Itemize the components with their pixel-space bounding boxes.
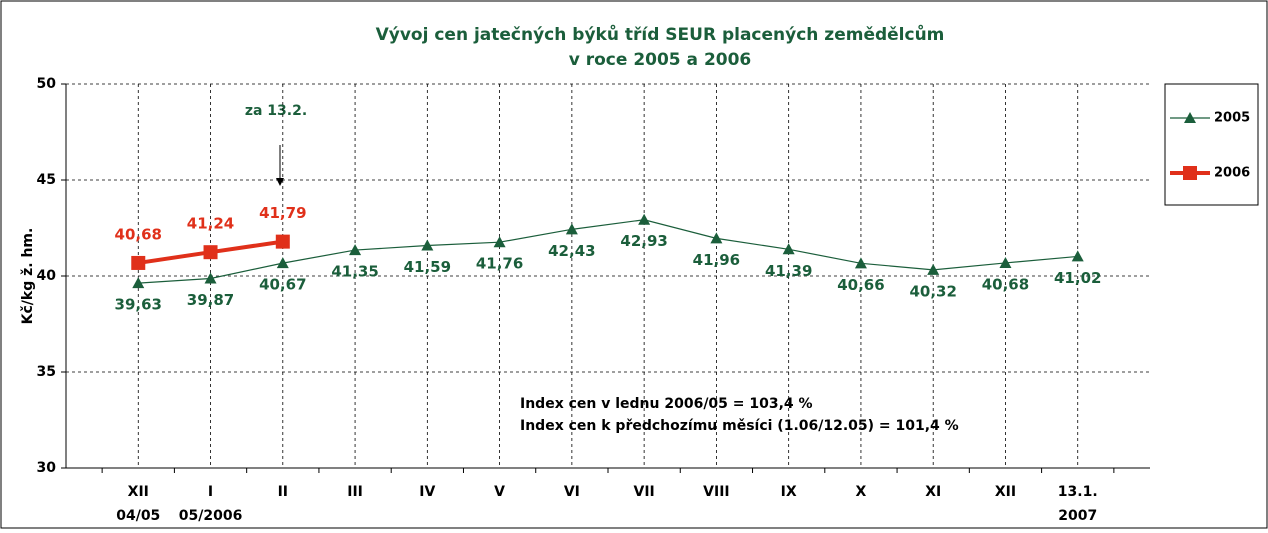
x-tick-label: XII (128, 484, 149, 500)
y-tick-label: 50 (37, 76, 57, 92)
x-tick-label: III (347, 484, 363, 500)
data-label: 41,59 (404, 258, 451, 276)
point (275, 234, 290, 249)
data-label: 41,39 (765, 262, 812, 280)
data-label: 41,24 (187, 215, 234, 233)
legend-marker (1183, 166, 1197, 180)
x-tick-label: II (278, 484, 288, 500)
x-tick-label: VIII (703, 484, 729, 500)
point (493, 236, 506, 248)
data-label: 40,68 (982, 275, 1029, 293)
point (854, 257, 867, 269)
annotation: za 13.2. (245, 103, 307, 119)
x-tick-label: 05/2006 (179, 508, 243, 524)
x-tick-label: VII (634, 484, 655, 500)
data-label: 40,32 (909, 282, 956, 300)
point (1071, 250, 1084, 262)
x-tick-label: XI (925, 484, 941, 500)
y-axis-label: Kč/kg ž. hm. (20, 228, 36, 325)
data-label: 41,02 (1054, 269, 1101, 287)
legend (1164, 83, 1259, 206)
data-label: 41,96 (693, 251, 740, 269)
y-tick-label: 40 (37, 268, 57, 284)
point (276, 257, 289, 269)
data-label: 39,63 (115, 296, 162, 314)
data-label: 40,68 (115, 225, 162, 243)
data-label: 40,66 (837, 276, 884, 294)
point (927, 263, 940, 275)
x-tick-label: I (208, 484, 213, 500)
data-label: 42,93 (620, 232, 667, 250)
data-label: 41,79 (259, 204, 306, 222)
point (999, 256, 1012, 268)
point (638, 213, 651, 225)
point (204, 272, 217, 284)
point (710, 232, 723, 244)
point (421, 239, 434, 251)
legend-marker (1184, 112, 1196, 123)
point (565, 223, 578, 235)
point (349, 244, 362, 256)
data-label: 41,35 (331, 263, 378, 281)
point (782, 243, 795, 255)
legend-label: 2006 (1214, 166, 1250, 181)
annotation: Index cen v lednu 2006/05 = 103,4 % (520, 396, 813, 412)
y-tick-label: 30 (37, 460, 57, 476)
y-tick-label: 45 (37, 172, 56, 188)
data-label: 41,76 (476, 255, 523, 273)
x-tick-label: V (494, 484, 505, 500)
y-tick-label: 35 (37, 364, 56, 380)
data-label: 39,87 (187, 291, 234, 309)
point (203, 245, 218, 260)
x-tick-label: XII (995, 484, 1016, 500)
chart-title: v roce 2005 a 2006 (569, 50, 752, 70)
series-line (138, 219, 1078, 284)
chart-title: Vývoj cen jatečných býků tříd SEUR place… (376, 23, 945, 45)
x-tick-label: 13.1. (1058, 484, 1098, 500)
point (132, 277, 145, 289)
data-label: 40,67 (259, 276, 306, 294)
x-tick-label: VI (564, 484, 580, 500)
data-label: 42,43 (548, 242, 595, 260)
annotation: Index cen k předchozímu měsíci (1.06/12.… (520, 418, 959, 434)
point (131, 255, 146, 270)
x-tick-label: IX (781, 484, 797, 500)
x-tick-label: 04/05 (116, 508, 160, 524)
x-tick-label: IV (419, 484, 435, 500)
x-tick-label: X (856, 484, 867, 500)
x-tick-label: 2007 (1058, 508, 1097, 524)
legend-label: 2005 (1214, 111, 1250, 126)
